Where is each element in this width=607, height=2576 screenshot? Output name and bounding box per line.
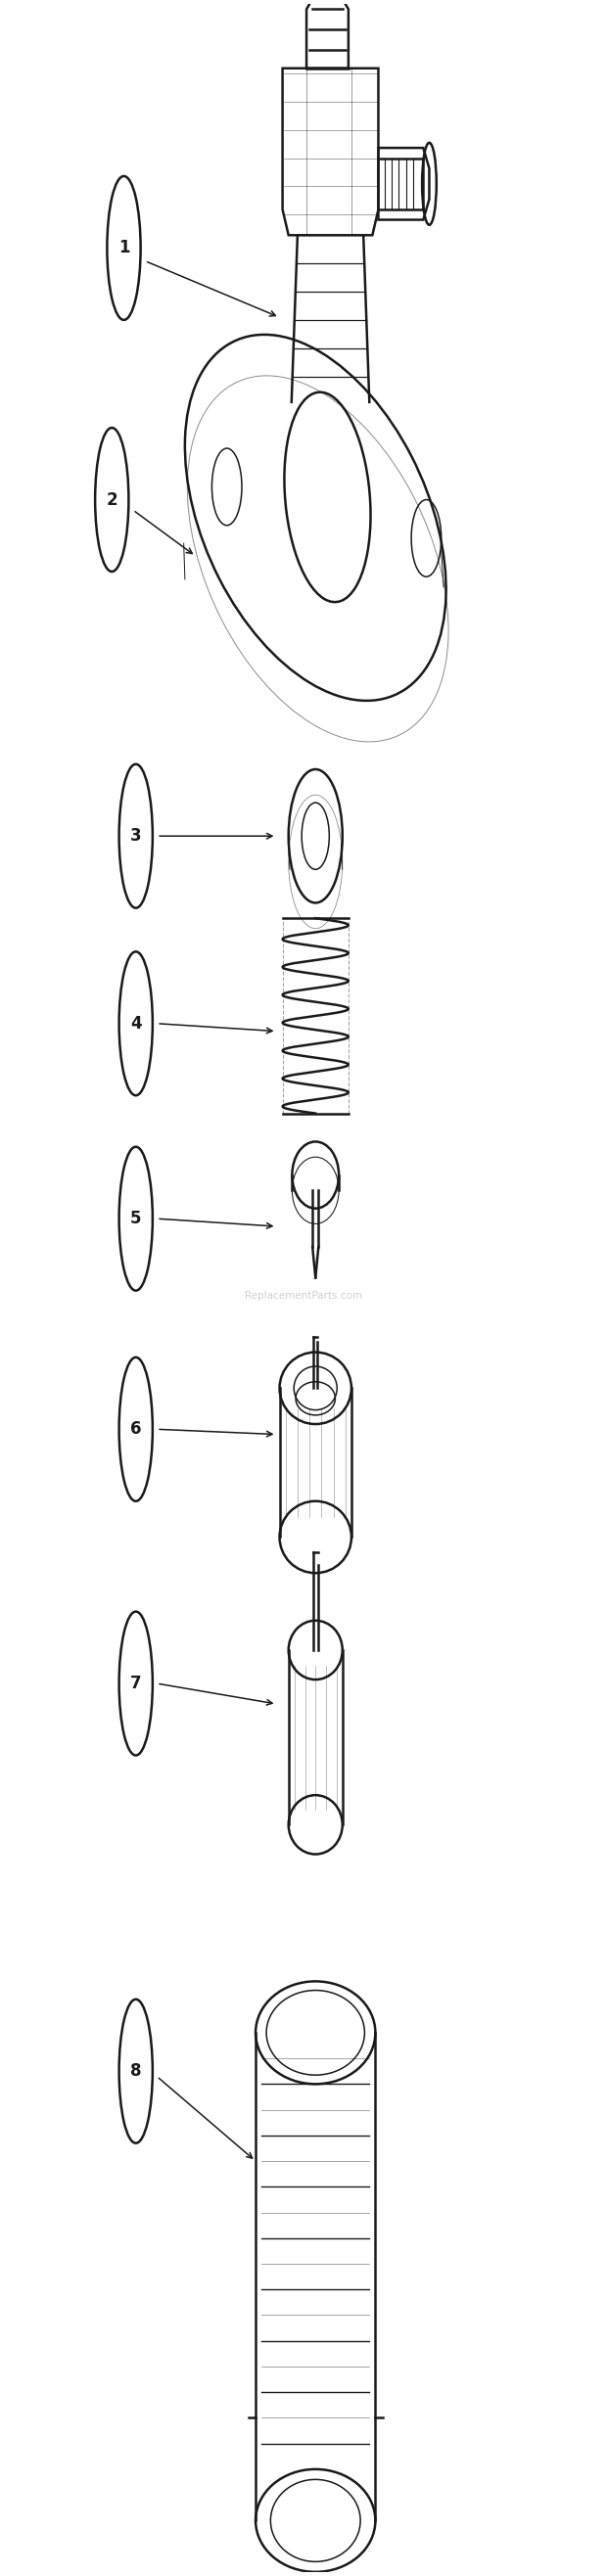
Text: 5: 5	[130, 1211, 141, 1229]
Text: 7: 7	[130, 1674, 141, 1692]
Text: 3: 3	[130, 827, 141, 845]
Text: 6: 6	[130, 1419, 141, 1437]
Text: 2: 2	[106, 492, 118, 507]
Text: ReplacementParts.com: ReplacementParts.com	[245, 1291, 362, 1301]
Text: 4: 4	[130, 1015, 141, 1033]
Text: 1: 1	[118, 240, 129, 258]
Text: 8: 8	[130, 2063, 141, 2079]
